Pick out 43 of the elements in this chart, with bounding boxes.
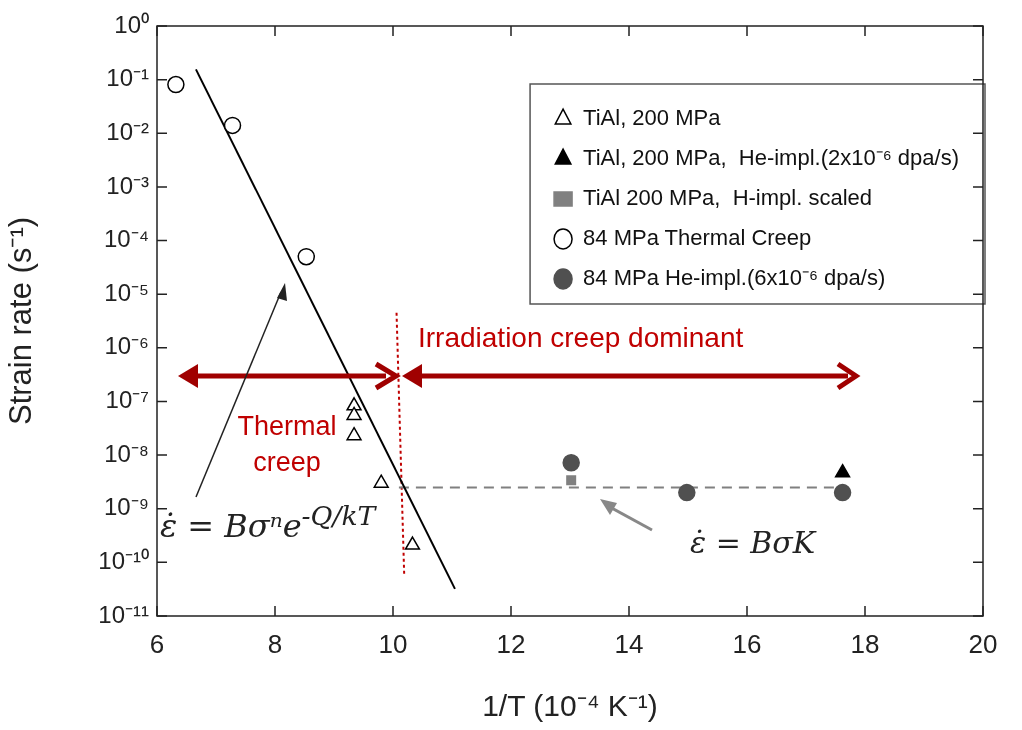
legend-label: TiAl 200 MPa, H-impl. scaled (583, 185, 873, 211)
point (566, 475, 577, 486)
legend-label: 84 MPa He-impl.(6x10⁻⁶ dpa/s) (583, 265, 886, 291)
y-tick-label: 10⁻¹¹ (98, 600, 149, 628)
annotation: ε̇ = BσK (690, 525, 816, 560)
y-axis-title: Strain rate (s⁻¹) (3, 216, 39, 426)
y-tick-label: 10⁻² (106, 117, 150, 145)
legend-label: TiAl, 200 MPa, He-impl.(2x10⁻⁶ dpa/s) (583, 145, 960, 171)
point (833, 483, 852, 502)
x-tick-label: 18 (850, 628, 880, 659)
y-tick-label: 10⁻⁴ (103, 225, 149, 253)
x-tick-label: 20 (968, 628, 998, 659)
y-tick-label: 10⁻⁹ (104, 493, 149, 521)
y-tick-label: 10⁻⁶ (104, 332, 149, 360)
point (346, 406, 362, 421)
point (678, 483, 696, 502)
point (373, 474, 389, 488)
point (223, 116, 242, 135)
y-tick-label: 10⁻⁸ (104, 439, 149, 467)
x-tick-label: 16 (732, 628, 762, 659)
y-tick-label: 10⁻³ (106, 171, 150, 199)
x-tick-label: 14 (614, 628, 644, 659)
x-tick-label: 6 (149, 628, 165, 659)
legend-label: 84 MPa Thermal Creep (583, 225, 812, 251)
point (167, 75, 185, 94)
x-tick-label: 10 (378, 628, 408, 659)
y-tick-label: 10⁻¹ (106, 64, 150, 92)
annotation: Thermal creep (236, 410, 338, 480)
x-axis-title: 1/T (10⁻⁴ K⁻¹) (482, 689, 658, 723)
x-tick-label: 8 (267, 628, 283, 659)
y-tick-label: 10⁰ (114, 10, 149, 38)
y-tick-label: 10⁻⁷ (105, 386, 149, 414)
annotation: ε̇ = Bσⁿe$^{-Q/kT}$ (160, 500, 376, 545)
y-tick-label: 10⁻⁵ (104, 278, 149, 306)
point (404, 536, 421, 550)
legend-label: TiAl, 200 MPa (583, 105, 722, 131)
point (297, 247, 316, 266)
point (562, 453, 580, 472)
point (346, 426, 362, 441)
y-tick-label: 10⁻¹⁰ (98, 546, 149, 574)
annotation: Irradiation creep dominant (418, 322, 744, 354)
x-tick-label: 12 (496, 628, 526, 659)
point (834, 463, 851, 478)
